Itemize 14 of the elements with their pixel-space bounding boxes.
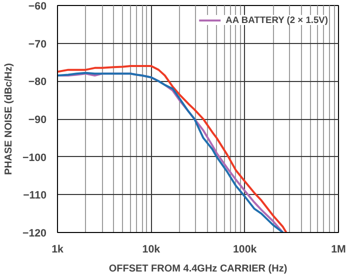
y-tick-label: −90 (28, 114, 47, 126)
y-tick-label: −120 (22, 228, 47, 240)
x-axis-title: OFFSET FROM 4.4GHz CARRIER (Hz) (108, 264, 288, 274)
x-tick-label: 1M (331, 244, 346, 256)
x-tick-label: 10k (142, 244, 160, 256)
y-tick-label: −80 (28, 76, 47, 88)
y-tick-label: −70 (28, 38, 47, 50)
y-tick-label: −100 (22, 152, 47, 164)
x-tick-label: 1k (52, 244, 64, 256)
y-tick-label: −110 (23, 190, 47, 202)
y-axis-title: PHASE NOISE (dBc/Hz) (3, 63, 14, 175)
y-tick-label: −60 (28, 0, 47, 12)
legend-label: AA BATTERY (2 × 1.5V) (226, 15, 328, 25)
x-tick-label: 100k (232, 244, 257, 256)
